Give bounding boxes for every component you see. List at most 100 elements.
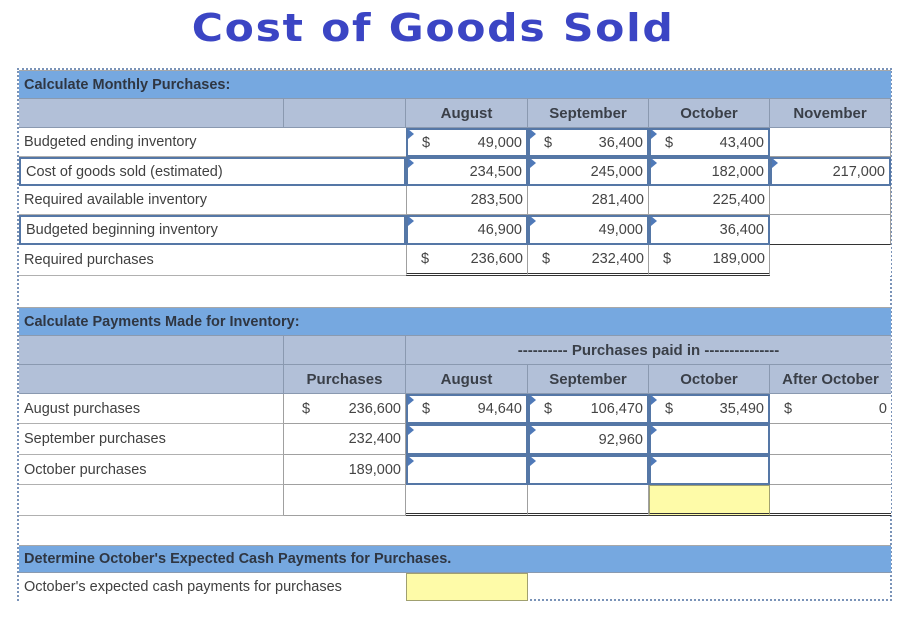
input-oct-purchases-paid-september[interactable] <box>528 455 649 485</box>
section-heading-monthly-purchases: Calculate Monthly Purchases: <box>19 70 891 99</box>
cell-required-purchases-september: $ 232,400 <box>528 245 649 276</box>
input-beginning-inventory-september[interactable]: 49,000 <box>528 215 649 245</box>
header-blank-purchases <box>284 336 406 365</box>
input-beginning-inventory-august[interactable]: 46,900 <box>406 215 528 245</box>
cell-value: 225,400 <box>712 192 765 208</box>
cell-required-purchases-november <box>770 245 891 276</box>
header-blank-label <box>19 336 284 365</box>
input-ending-inventory-october[interactable]: $ 43,400 <box>649 128 770 157</box>
cell-value: 36,400 <box>719 222 764 238</box>
input-cogs-september[interactable]: 245,000 <box>528 157 649 186</box>
input-sep-purchases-paid-october[interactable] <box>649 424 770 455</box>
col-header-august: August <box>406 99 528 128</box>
cell-required-purchases-august: $ 236,600 <box>406 245 528 276</box>
input-aug-purchases-paid-august[interactable]: $ 94,640 <box>406 394 528 424</box>
section-heading-cash-payments: Determine October's Expected Cash Paymen… <box>19 545 891 573</box>
header-blank-label <box>19 99 284 128</box>
cell-total-paid-september <box>528 485 649 516</box>
row-label-budgeted-beginning-inventory: Budgeted beginning inventory <box>19 215 406 245</box>
cell-value: 236,600 <box>470 251 523 267</box>
cell-total-paid-after-october <box>770 485 891 516</box>
input-aug-purchases-paid-september[interactable]: $ 106,470 <box>528 394 649 424</box>
row-label-text: Budgeted beginning inventory <box>26 222 218 238</box>
cell-value: 46,900 <box>477 222 522 238</box>
cell-value: 189,000 <box>348 461 401 478</box>
input-beginning-inventory-october[interactable]: 36,400 <box>649 215 770 245</box>
currency-symbol: $ <box>665 401 674 417</box>
col-header-paid-october: October <box>649 365 770 394</box>
input-cogs-october[interactable]: 182,000 <box>649 157 770 186</box>
cell-value: 35,490 <box>719 401 764 417</box>
cell-value: 189,000 <box>712 251 765 267</box>
cell-available-inventory-september: 281,400 <box>528 186 649 215</box>
row-label-required-available-inventory: Required available inventory <box>19 186 406 215</box>
currency-symbol: $ <box>421 251 430 267</box>
row-label-text: Required available inventory <box>24 192 207 208</box>
cell-value: 106,470 <box>590 401 643 417</box>
section-heading-text: Determine October's Expected Cash Paymen… <box>24 551 452 567</box>
cell-value: 92,960 <box>598 431 643 448</box>
input-oct-purchases-paid-august[interactable] <box>406 455 528 485</box>
input-cogs-august[interactable]: 234,500 <box>406 157 528 186</box>
cell-value: 36,400 <box>598 134 643 151</box>
header-blank <box>284 99 406 128</box>
input-cogs-november[interactable]: 217,000 <box>770 157 891 186</box>
cell-value: 232,400 <box>348 431 401 447</box>
input-ending-inventory-september[interactable]: $ 36,400 <box>528 128 649 157</box>
cell-value: 43,400 <box>719 134 764 151</box>
col-header-paid-august: August <box>406 365 528 394</box>
row-label-text: Budgeted ending inventory <box>24 134 197 150</box>
input-october-cash-payments[interactable] <box>406 573 528 601</box>
cell-aug-purchases-after-october: $ 0 <box>770 394 891 424</box>
group-header-purchases-paid-in: ---------- Purchases paid in -----------… <box>406 336 891 365</box>
cell-total-paid-august <box>406 485 528 516</box>
currency-symbol: $ <box>544 401 553 417</box>
input-ending-inventory-august[interactable]: $ 49,000 <box>406 128 528 157</box>
currency-symbol: $ <box>302 400 311 417</box>
cell-value: 234,500 <box>469 163 522 180</box>
input-sep-purchases-paid-september[interactable]: 92,960 <box>528 424 649 455</box>
col-header-paid-september: September <box>528 365 649 394</box>
col-header-september: September <box>528 99 649 128</box>
cell-value: 94,640 <box>477 401 522 417</box>
input-sep-purchases-paid-august[interactable] <box>406 424 528 455</box>
cell-value: 236,600 <box>348 400 401 417</box>
cell-available-inventory-october: 225,400 <box>649 186 770 215</box>
input-oct-purchases-paid-october[interactable] <box>649 455 770 485</box>
cell-august-purchases-amount: $ 236,600 <box>284 394 406 424</box>
cell-value: 49,000 <box>598 222 643 238</box>
section-heading-text: Calculate Payments Made for Inventory: <box>24 313 300 330</box>
section-heading-payments: Calculate Payments Made for Inventory: <box>19 307 891 336</box>
currency-symbol: $ <box>544 134 553 151</box>
currency-symbol: $ <box>784 400 793 417</box>
input-aug-purchases-paid-october[interactable]: $ 35,490 <box>649 394 770 424</box>
col-header-after-october: After October <box>770 365 891 394</box>
header-blank-label <box>19 365 284 394</box>
row-label-text: October purchases <box>24 461 147 478</box>
currency-symbol: $ <box>542 251 551 267</box>
cell-oct-purchases-after-october <box>770 455 891 485</box>
section-heading-text: Calculate Monthly Purchases: <box>24 76 231 93</box>
row-label-text: October's expected cash payments for pur… <box>24 579 342 595</box>
input-total-paid-october[interactable] <box>649 485 770 516</box>
cell-value: 49,000 <box>477 134 522 151</box>
row-label-october-purchases: October purchases <box>19 455 284 485</box>
cell-beginning-inventory-november <box>770 215 891 245</box>
cell-total-purchases <box>284 485 406 516</box>
cell-value: 182,000 <box>711 163 764 180</box>
currency-symbol: $ <box>665 134 674 151</box>
cell-value: 0 <box>878 400 887 417</box>
row-label-october-cash-payments: October's expected cash payments for pur… <box>19 573 406 601</box>
group-header-text: ---------- Purchases paid in -----------… <box>517 341 780 359</box>
row-label-text: September purchases <box>24 431 166 447</box>
row-label-text: August purchases <box>24 400 141 417</box>
cell-september-purchases-amount: 232,400 <box>284 424 406 455</box>
cell-october-purchases-amount: 189,000 <box>284 455 406 485</box>
row-label-budgeted-ending-inventory: Budgeted ending inventory <box>19 128 406 157</box>
row-label-text: Cost of goods sold (estimated) <box>26 163 223 180</box>
row-label-cost-of-goods-sold: Cost of goods sold (estimated) <box>19 157 406 186</box>
row-label-text: Required purchases <box>24 252 154 268</box>
currency-symbol: $ <box>663 251 672 267</box>
cell-value: 283,500 <box>470 192 523 208</box>
row-label-august-purchases: August purchases <box>19 394 284 424</box>
